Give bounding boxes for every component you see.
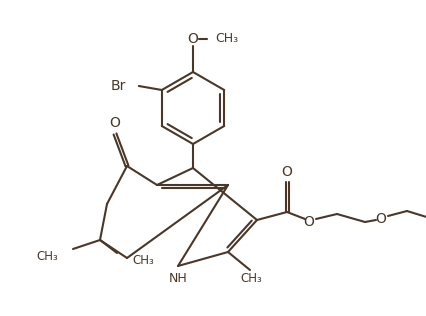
Text: CH₃: CH₃ xyxy=(36,251,58,264)
Text: O: O xyxy=(376,212,386,226)
Text: O: O xyxy=(187,32,199,46)
Text: O: O xyxy=(109,116,121,130)
Text: CH₃: CH₃ xyxy=(132,254,154,268)
Text: NH: NH xyxy=(169,272,187,285)
Text: O: O xyxy=(282,165,292,179)
Text: O: O xyxy=(304,215,314,229)
Text: CH₃: CH₃ xyxy=(215,33,238,46)
Text: Br: Br xyxy=(110,79,126,93)
Text: CH₃: CH₃ xyxy=(240,272,262,285)
